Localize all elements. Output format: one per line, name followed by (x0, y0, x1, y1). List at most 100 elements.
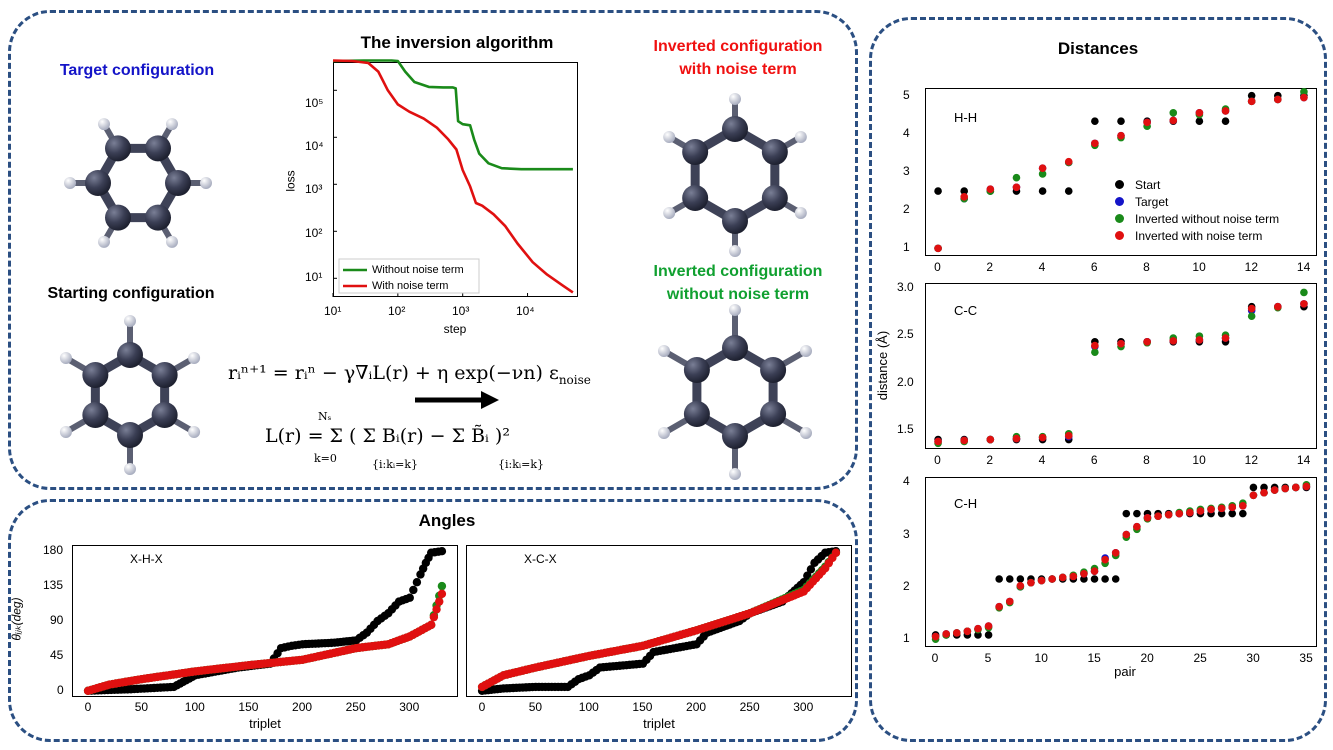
cc-point (1195, 336, 1204, 344)
cc-xtick: 2 (986, 453, 994, 467)
ch-point (1239, 509, 1247, 518)
hydrogen-atom (188, 352, 201, 364)
arrow-icon (415, 391, 499, 409)
xhx-point (437, 547, 447, 556)
hh-xtick: 4 (1038, 260, 1046, 274)
ch-point (1260, 488, 1268, 497)
xhx-point (426, 620, 436, 630)
ch-point (1217, 509, 1226, 518)
hh-xtick: 0 (934, 260, 941, 274)
carbon-atom (105, 204, 131, 231)
angles-title: Angles (418, 511, 476, 530)
carbon-atom (82, 402, 109, 428)
ch-point (1080, 569, 1088, 578)
loss-xtick: 10³ (452, 304, 470, 318)
inverted-noise-molecule-image (663, 93, 807, 257)
carbon-atom (82, 362, 109, 388)
hh-point (986, 185, 995, 193)
xhx-point (432, 605, 441, 614)
hh-point (1064, 157, 1073, 166)
update-equation-text: rᵢⁿ⁺¹ = rᵢⁿ − γ∇ᵢL(r) + η exp(−νn) ε (228, 362, 559, 384)
loss-sum-bottom: k=0 (314, 452, 337, 465)
angle-ytick: 0 (57, 682, 64, 697)
loss-xtick: 10¹ (324, 304, 342, 318)
legend-noise-label: Inverted with noise term (1135, 229, 1263, 243)
ch-point (995, 575, 1003, 583)
ch-point (1090, 567, 1099, 575)
ch-point (1101, 575, 1109, 583)
carbon-atom (145, 204, 171, 231)
xhx-point (405, 593, 414, 602)
hh-xtick: 6 (1090, 260, 1098, 274)
angles-panel-frame (8, 499, 858, 742)
ch-xtick: 25 (1193, 651, 1207, 665)
hydrogen-atom (59, 352, 72, 364)
algorithm-panel-frame (8, 10, 858, 490)
pair-xlabel: pair (1114, 664, 1136, 679)
cc-ytick: 2.0 (897, 374, 914, 389)
xcx-xtick: 200 (686, 700, 707, 714)
hydrogen-atom (729, 468, 741, 480)
hh-point (1221, 107, 1230, 115)
hh-point (1274, 95, 1282, 104)
loss-xtick: 10⁴ (516, 304, 535, 318)
algorithm-title: The inversion algorithm (360, 33, 554, 52)
hydrogen-atom (64, 177, 76, 189)
hh-point (1247, 91, 1256, 100)
ch-chart (931, 481, 1311, 643)
carbon-atom (722, 335, 748, 361)
hh-ytick: 5 (903, 87, 910, 102)
hydrogen-atom (200, 177, 212, 189)
hydrogen-atom (166, 235, 178, 248)
legend-start-label: Start (1135, 178, 1161, 192)
cc-xtick: 8 (1143, 453, 1150, 467)
ch-point (1016, 582, 1025, 590)
hydrogen-atom (794, 207, 807, 219)
carbon-atom (722, 116, 748, 142)
carbon-atom (165, 170, 191, 196)
ch-point (1260, 483, 1268, 492)
ch-point (942, 630, 950, 638)
ch-point (1122, 509, 1131, 518)
xcx-xtick: 50 (528, 700, 543, 714)
loss-equation-text: L(r) = Σ ( Σ Bᵢ(r) − Σ B̃ᵢ )² (265, 425, 510, 447)
hh-point (1038, 170, 1047, 178)
cc-point (1064, 431, 1073, 440)
legend-nonoise-label: Inverted without noise term (1135, 212, 1280, 226)
cc-point (1247, 312, 1256, 320)
xhx-panel-label: X-H-X (130, 552, 163, 566)
cc-ytick: 3.0 (897, 279, 914, 294)
hydrogen-atom (729, 245, 741, 257)
hydrogen-atom (657, 427, 670, 439)
hh-xtick: 12 (1244, 260, 1259, 274)
xcx-xtick: 150 (632, 700, 653, 714)
ch-point (995, 602, 1003, 611)
ch-xtick: 5 (984, 651, 992, 665)
distances-title: Distances (1057, 39, 1139, 58)
ch-point (1292, 483, 1300, 492)
cc-point (1274, 302, 1282, 311)
legend-nonoise: Inverted without noise term (1115, 212, 1279, 226)
loss-ytick: 10⁴ (305, 139, 324, 153)
xhx-xtick: 200 (292, 700, 313, 714)
cc-point (1143, 338, 1151, 346)
hh-point (1169, 109, 1178, 117)
ch-point (1111, 549, 1120, 557)
carbon-atom (151, 362, 178, 388)
hh-point (1117, 131, 1125, 140)
loss-legend-noise: With noise term (372, 280, 449, 292)
theta-ylabel: θᵢⱼₖ(deg) (9, 597, 24, 641)
hh-point (1195, 117, 1204, 126)
xhx-plot-frame (72, 545, 458, 697)
loss-ytick: 10³ (305, 182, 323, 196)
hydrogen-atom (663, 207, 676, 219)
legend-dot-icon (1115, 197, 1124, 206)
ch-point (1143, 514, 1152, 522)
hh-point (1247, 97, 1256, 106)
ch-point (1270, 486, 1279, 494)
ch-point (1186, 508, 1194, 517)
ch-point (1228, 509, 1237, 518)
cc-xtick: 4 (1038, 453, 1046, 467)
ch-ytick: 3 (903, 526, 910, 541)
angle-ytick: 90 (50, 613, 64, 627)
